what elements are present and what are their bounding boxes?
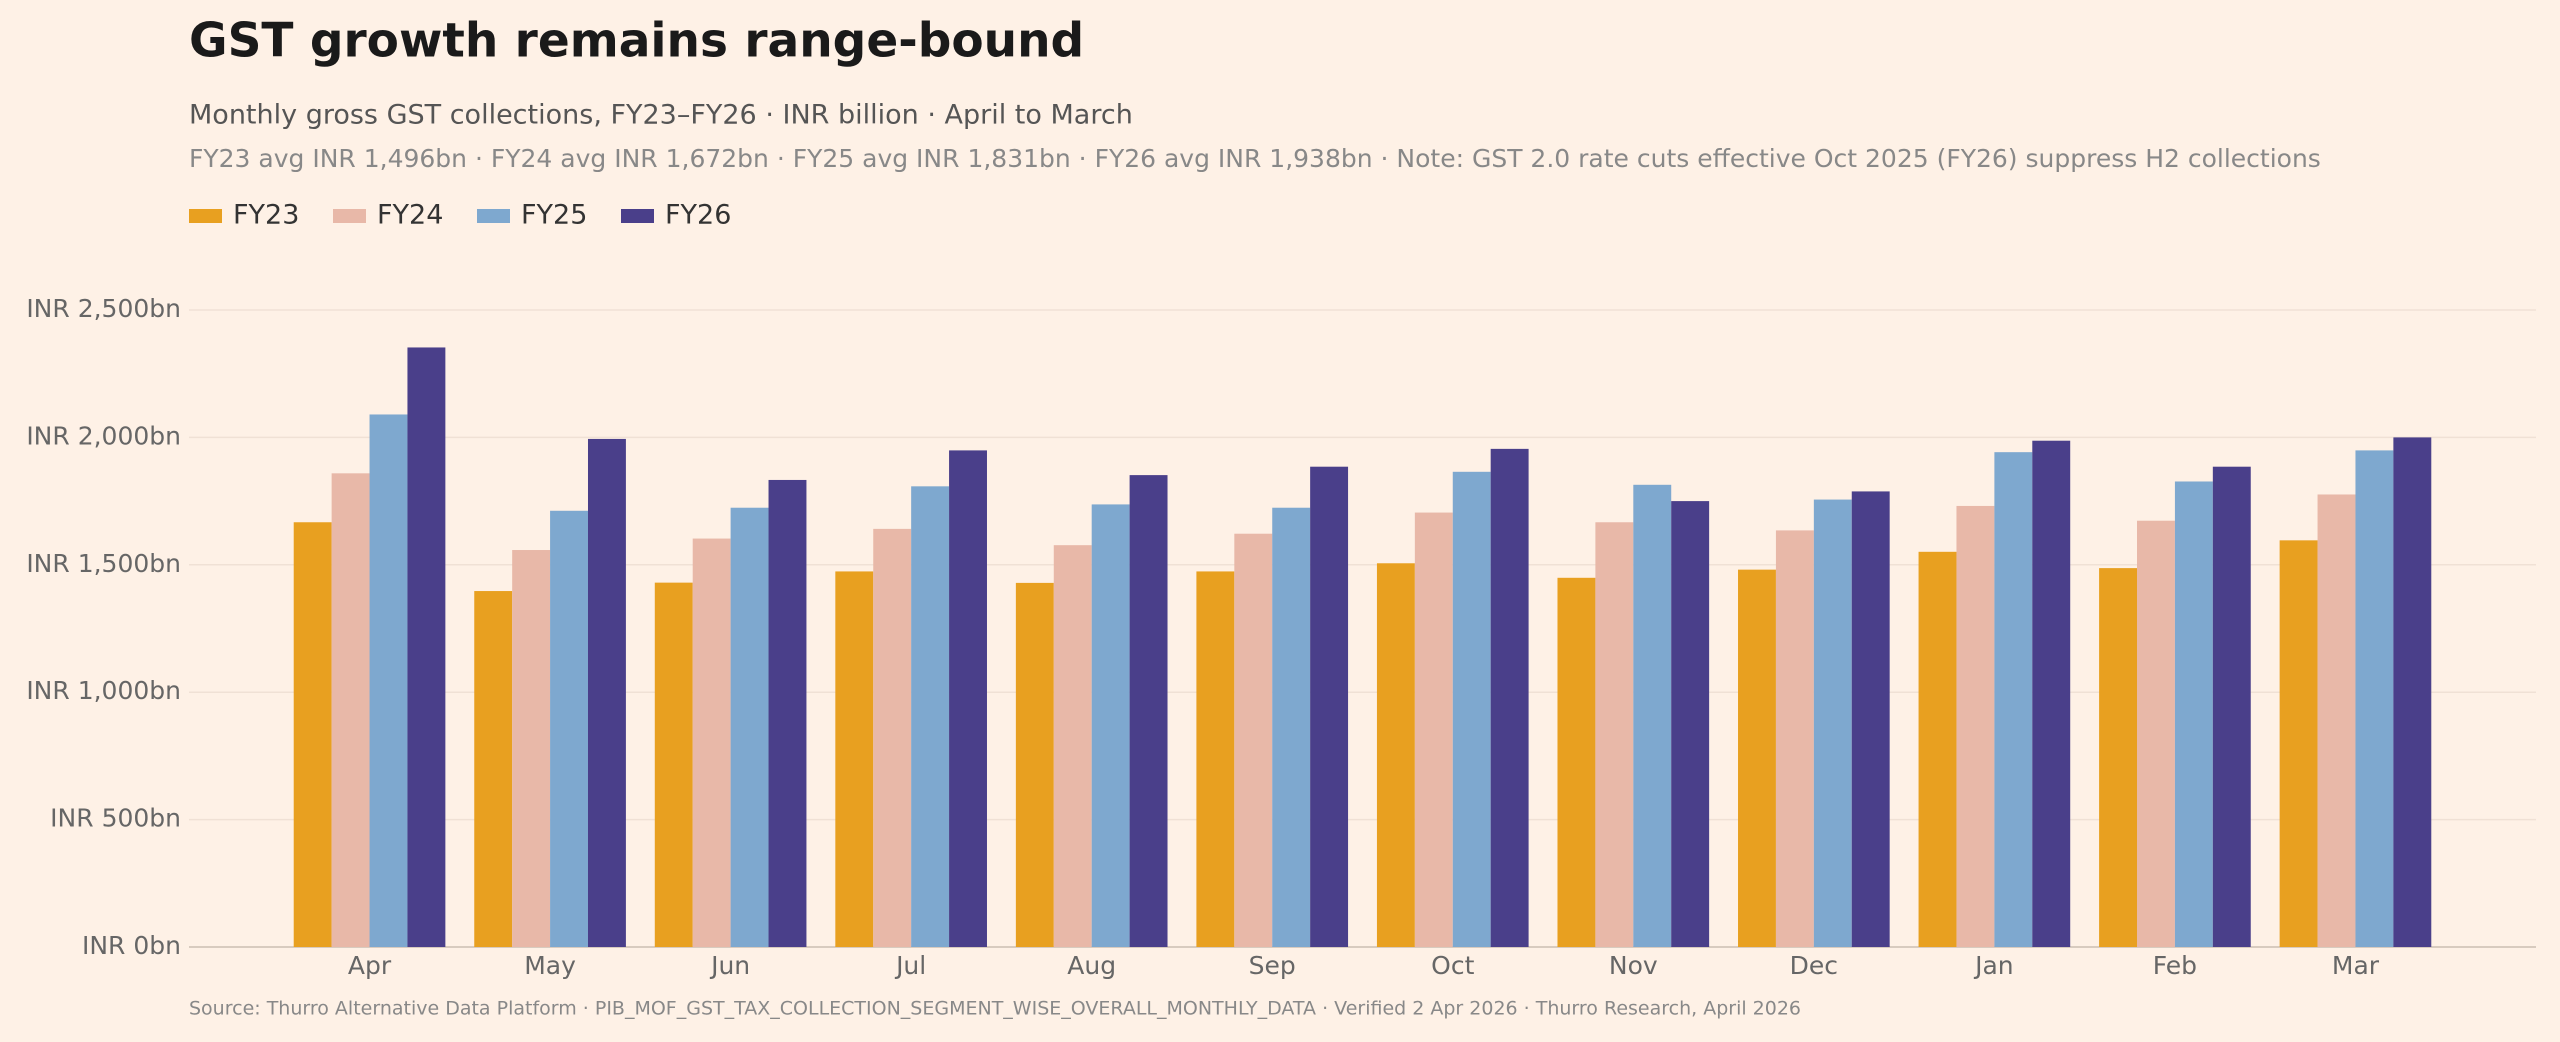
x-tick-label: Jun xyxy=(709,951,750,980)
bar xyxy=(1813,499,1852,947)
chart-title: GST growth remains range-bound xyxy=(189,14,1084,69)
x-tick-label: Jul xyxy=(894,951,926,980)
bar xyxy=(2137,520,2175,947)
bar xyxy=(1053,545,1092,947)
bar xyxy=(911,486,950,947)
x-tick-label: Oct xyxy=(1431,951,1474,980)
x-tick-label: Feb xyxy=(2153,951,2197,980)
x-tick-label: Jan xyxy=(1973,951,2014,980)
bar xyxy=(293,522,332,947)
chart-source: Source: Thurro Alternative Data Platform… xyxy=(189,998,1801,1020)
x-tick-label: Aug xyxy=(1067,951,1116,980)
bar xyxy=(512,550,551,947)
legend-label: FY25 xyxy=(521,200,587,231)
chart-note: FY23 avg INR 1,496bn · FY24 avg INR 1,67… xyxy=(189,144,2321,173)
bar xyxy=(2174,481,2213,947)
legend-label: FY23 xyxy=(233,200,299,231)
y-tick-label: INR 1,000bn xyxy=(26,676,181,705)
chart-subtitle: Monthly gross GST collections, FY23–FY26… xyxy=(189,100,1133,131)
bar xyxy=(1376,563,1415,947)
bar xyxy=(2317,494,2356,947)
legend-swatch xyxy=(189,209,222,223)
bar xyxy=(692,538,731,947)
bar xyxy=(331,473,370,947)
bar xyxy=(2212,466,2251,947)
x-tick-label: Sep xyxy=(1249,951,1296,980)
bar xyxy=(1272,507,1311,947)
bar xyxy=(835,571,874,947)
bar xyxy=(1595,522,1634,947)
bar xyxy=(654,582,693,947)
y-tick-label: INR 500bn xyxy=(50,804,181,833)
y-tick-label: INR 0bn xyxy=(82,931,181,960)
y-tick-label: INR 2,500bn xyxy=(26,294,181,323)
bar xyxy=(1129,475,1168,947)
legend-swatch xyxy=(621,209,654,223)
bar xyxy=(1310,466,1349,947)
bar xyxy=(1956,505,1995,947)
bar xyxy=(873,528,912,947)
bar xyxy=(2032,440,2071,947)
legend-label: FY24 xyxy=(377,200,443,231)
bar xyxy=(1994,452,2033,947)
bar xyxy=(1671,501,1710,947)
bar xyxy=(369,414,408,947)
y-tick-label: INR 1,500bn xyxy=(26,549,181,578)
bar xyxy=(1633,484,1672,947)
bar xyxy=(2355,450,2394,947)
bar xyxy=(1775,530,1814,947)
y-tick-label: INR 2,000bn xyxy=(26,421,181,450)
bar xyxy=(474,591,513,947)
bar xyxy=(1738,569,1776,947)
x-tick-label: Nov xyxy=(1609,951,1658,980)
bar xyxy=(550,510,588,947)
bar xyxy=(1091,504,1130,947)
x-tick-label: May xyxy=(524,951,576,980)
bar xyxy=(1918,551,1957,947)
bar xyxy=(1015,582,1054,947)
legend-swatch xyxy=(333,209,366,223)
bar xyxy=(2279,540,2318,947)
bar xyxy=(949,450,987,947)
bar xyxy=(1557,577,1596,947)
bar xyxy=(1234,533,1273,947)
legend-label: FY26 xyxy=(665,200,731,231)
bar xyxy=(2393,437,2432,947)
bar xyxy=(1490,448,1529,947)
x-tick-label: Apr xyxy=(348,951,392,980)
x-tick-label: Dec xyxy=(1790,951,1838,980)
bar xyxy=(1452,471,1491,947)
bar xyxy=(768,479,807,947)
bar xyxy=(407,347,446,948)
bar xyxy=(1414,512,1453,947)
bar xyxy=(730,507,769,947)
x-tick-label: Mar xyxy=(2332,951,2380,980)
bar xyxy=(2099,568,2138,947)
bar xyxy=(1851,491,1890,947)
bar xyxy=(1196,571,1235,947)
legend-swatch xyxy=(477,209,510,223)
bar xyxy=(587,438,626,947)
